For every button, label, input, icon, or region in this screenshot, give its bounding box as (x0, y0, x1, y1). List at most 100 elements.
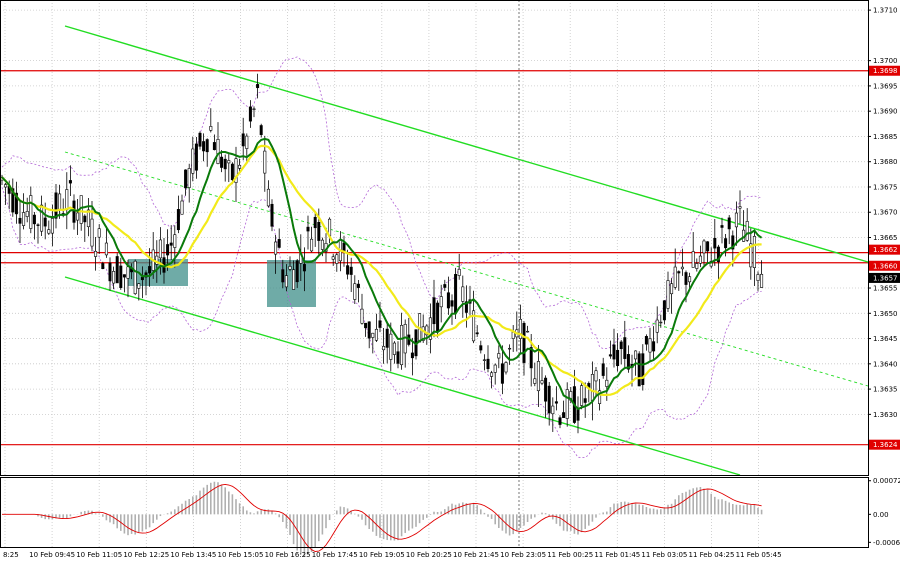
candle-body (522, 322, 526, 363)
candle-body (29, 195, 33, 229)
candle-body (205, 139, 209, 153)
candle-body (166, 244, 170, 256)
time-tick-label: 10 Feb 20:25 (406, 551, 452, 559)
envelope-bands (1, 56, 762, 458)
candle-body (486, 358, 490, 369)
time-tick-label: 11 Feb 04:25 (689, 551, 735, 559)
horizontal-levels (0, 70, 868, 446)
candle-body (364, 322, 368, 329)
price-label-text: 1.3698 (873, 67, 898, 75)
candle-body (691, 251, 695, 268)
candle-body (464, 301, 468, 313)
candle-body (40, 204, 44, 232)
candle-body (749, 243, 753, 268)
candle-body (36, 224, 40, 226)
channel-upper (64, 25, 869, 263)
candle-body (158, 239, 162, 259)
candle-body (245, 135, 249, 149)
candle-body (331, 256, 335, 260)
candle-body (641, 353, 645, 385)
candle-body (396, 351, 400, 364)
candle-body (256, 84, 260, 89)
candle-body (266, 188, 270, 207)
candle-body (457, 268, 461, 276)
candle-body (590, 374, 594, 402)
signal-line (2, 483, 762, 552)
time-tick-label: 10 Feb 21:45 (453, 551, 499, 559)
candle-body (662, 300, 666, 321)
candle-body (392, 342, 396, 355)
channel-lower (64, 276, 741, 476)
time-tick-label: 11 Feb 00:25 (547, 551, 593, 559)
candle-body (187, 168, 191, 188)
candle-body (547, 385, 551, 414)
candle-body (540, 380, 544, 384)
candle-body (734, 212, 738, 228)
time-tick-label: 10 Feb 23:05 (500, 551, 546, 559)
candle-body (410, 352, 414, 359)
candle-body (270, 203, 274, 227)
osc-tick-label: -0.0006 (873, 539, 900, 547)
candle-body (508, 347, 512, 350)
candle-body (713, 237, 717, 249)
osc-tick-label: 0.00072 (873, 477, 900, 485)
candle-body (562, 412, 566, 418)
candle-body (234, 158, 238, 183)
candle-body (544, 377, 548, 402)
price-label-badge (869, 260, 900, 271)
candle-body (58, 193, 62, 211)
price-label-badge (869, 439, 900, 450)
price-tick-label: 1.3680 (873, 158, 898, 166)
candle-body (122, 274, 126, 278)
candle-body (4, 184, 8, 188)
candle-body (655, 319, 659, 333)
candle-body (554, 401, 558, 404)
candle-body (432, 297, 436, 325)
candle-body (594, 370, 598, 382)
candle-body (18, 217, 22, 224)
price-tick-label: 1.3635 (873, 386, 898, 394)
candle-body (526, 330, 530, 333)
candle-body (454, 273, 458, 313)
candle-body (295, 260, 299, 283)
consolidation-box (267, 260, 316, 307)
candle-body (565, 389, 569, 419)
candle-body (180, 200, 184, 215)
time-tick-label: 10 Feb 12:25 (123, 551, 169, 559)
price-tick-label: 1.3645 (873, 335, 898, 343)
candle-body (14, 192, 18, 215)
price-label-badge (869, 244, 900, 255)
price-tick-label: 1.3675 (873, 183, 898, 191)
candle-body (634, 350, 638, 360)
price-tick-label: 1.3630 (873, 411, 898, 419)
candle-body (176, 209, 180, 231)
candle-body (140, 276, 144, 281)
price-tick-label: 1.3685 (873, 133, 898, 141)
oscillator-axis-ticks: 0.00072 0.00 -0.0006 (868, 477, 900, 547)
candle-body (83, 215, 87, 223)
grid (0, 0, 868, 547)
candle-body (760, 273, 764, 288)
price-label-text: 1.3657 (873, 274, 898, 282)
candlesticks (0, 73, 764, 434)
price-tick-label: 1.3695 (873, 82, 898, 90)
candle-body (94, 250, 98, 257)
candle-body (580, 385, 584, 406)
candle-body (274, 241, 278, 255)
candle-body (292, 269, 296, 290)
moving-averages (1, 137, 763, 411)
candle-body (50, 218, 54, 234)
candle-body (666, 280, 670, 309)
candle-body (608, 354, 612, 357)
candle-body (320, 239, 324, 250)
candle-body (619, 341, 623, 350)
candle-body (601, 363, 605, 376)
candle-body (428, 317, 432, 340)
candle-body (605, 379, 609, 387)
candle-body (684, 272, 688, 285)
candle-body (302, 264, 306, 272)
candle-body (680, 266, 684, 270)
candle-body (479, 345, 483, 351)
candle-body (446, 292, 450, 309)
